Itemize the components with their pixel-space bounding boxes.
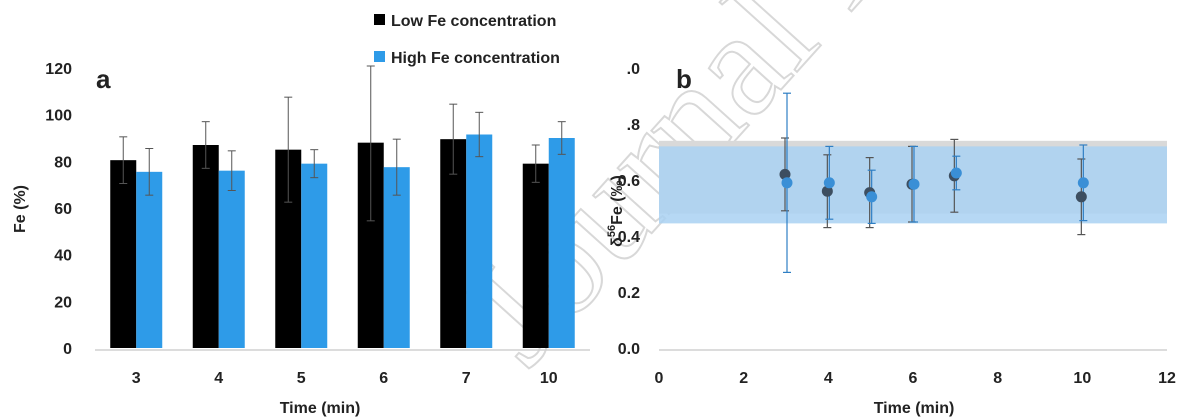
panel-b-x-tick-label: 4 [824,370,833,387]
panel-a-y-ticks: 0 20 40 60 80 100 120 [45,61,72,358]
panel-b-x-tick-label: 2 [739,370,748,387]
panel-b-y-ticks: 0.0 0.2 0.4 0.6 .8 .0 [618,61,640,358]
panel-b-y-tick-label: 0.6 [618,173,640,190]
bar-low-fe [110,160,137,348]
panel-a-x-tick-label: 7 [462,370,471,387]
legend-swatch-low-fe [374,14,385,25]
data-point-series-2 [866,191,878,203]
panel-a-x-tick-label: 4 [214,370,223,387]
panel-b-x-axis-title: Time (min) [874,400,955,417]
panel-b-y-tick-label: 0.0 [618,341,640,358]
panel-a-y-tick-label: 0 [63,341,72,358]
data-point-series-1 [779,168,791,180]
panel-a-y-tick-label: 20 [54,294,72,311]
panel-a-bar-chart: a 0 20 40 60 80 100 120 3 4 5 6 7 10 Time (min) Fe … [12,61,590,417]
panel-a-x-axis-title: Time (min) [280,400,361,417]
bar-high-fe [548,138,575,348]
panel-b-y-tick-label: .0 [627,61,640,78]
legend-label-low-fe: Low Fe concentration [391,13,556,30]
data-point-series-1 [821,185,833,197]
panel-b-x-ticks: 0 2 4 6 8 10 12 [655,370,1176,387]
panel-a-x-tick-label: 6 [379,370,388,387]
data-point-series-2 [908,178,920,190]
panel-b-scatter-chart: b 0.00.20.40.6.8.0 0 2 4 6 8 10 12 Time (min) … [606,61,1176,417]
panel-a-y-tick-label: 120 [45,61,72,78]
legend-swatch-high-fe [374,51,385,62]
panel-a-bars [110,65,575,348]
bar-high-fe [466,134,493,348]
panel-b-x-tick-label: 10 [1073,370,1091,387]
panel-b-x-tick-label: 6 [909,370,918,387]
panel-a-y-tick-label: 40 [54,248,72,265]
panel-b-y-axis-title-delta: δ [609,237,626,247]
panel-b-points [779,92,1089,273]
panel-b-letter: b [676,64,692,94]
panel-a-x-ticks: 3 4 5 6 7 10 [132,370,558,387]
panel-b-y-axis-title-superscript: 56 [606,225,618,237]
panel-a-y-tick-label: 100 [45,108,72,125]
data-point-series-1 [1075,191,1087,203]
panel-b-x-tick-label: 8 [993,370,1002,387]
data-point-series-2 [950,167,962,179]
panel-a-x-tick-label: 5 [297,370,306,387]
panel-a-x-tick-label: 10 [540,370,558,387]
data-point-series-2 [1077,177,1089,189]
data-point-series-2 [781,177,793,189]
panel-b-x-tick-label: 12 [1158,370,1176,387]
panel-b-y-axis-title: δ56Fe (‰) [606,175,626,247]
legend: Low Fe concentration High Fe concentrati… [374,13,560,67]
panel-a-x-tick-label: 3 [132,370,141,387]
panel-b-x-tick-label: 0 [655,370,664,387]
panel-b-y-tick-label: 0.4 [618,229,640,246]
panel-a-y-axis-title: Fe (%) [12,185,29,233]
panel-b-y-axis-title-rest: Fe (‰) [609,175,626,225]
legend-label-high-fe: High Fe concentration [391,50,560,67]
panel-b-y-tick-label: 0.2 [618,285,640,302]
bar-low-fe [192,145,219,348]
bar-high-fe [136,171,163,348]
bar-high-fe [301,163,328,348]
bar-low-fe [522,163,549,348]
bar-high-fe [383,167,410,348]
panel-b-y-tick-label: .8 [627,117,640,134]
bar-high-fe [218,170,245,348]
data-point-series-2 [823,177,835,189]
panel-a-y-tick-label: 60 [54,201,72,218]
panel-a-letter: a [96,64,111,94]
panel-a-y-tick-label: 80 [54,154,72,171]
